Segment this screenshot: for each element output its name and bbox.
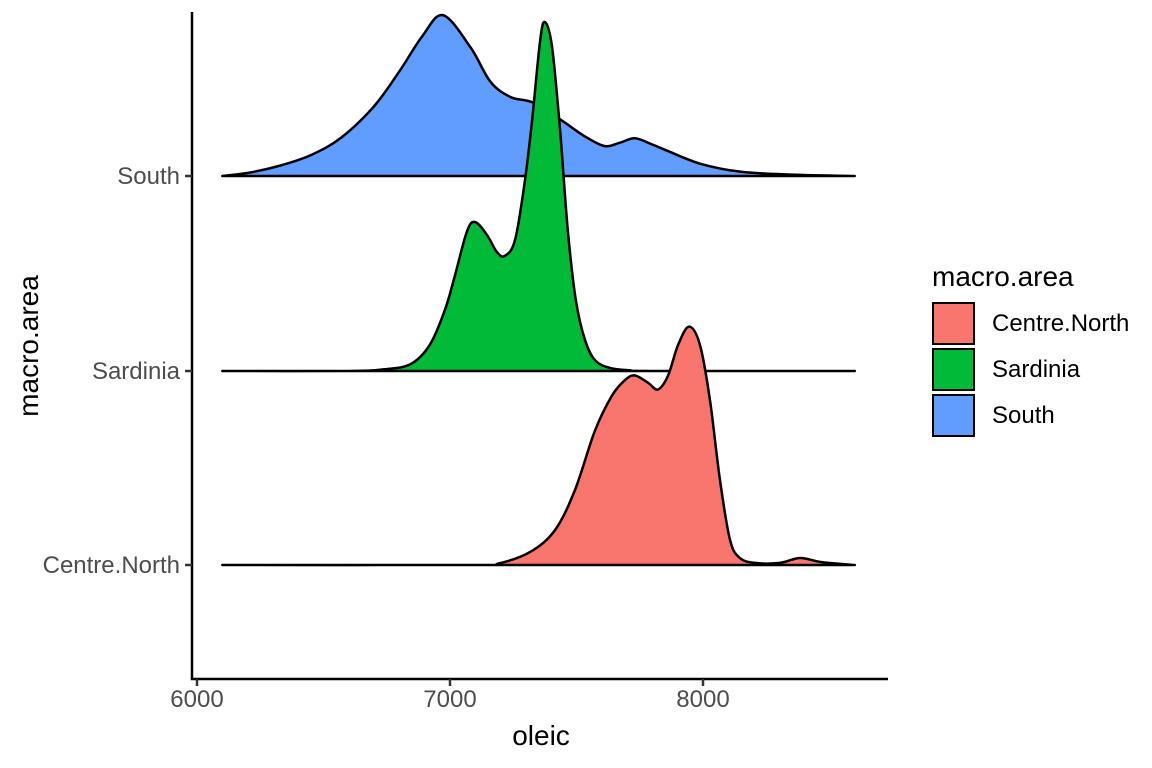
x-axis-title: oleic (512, 720, 570, 751)
legend-item-south: South (932, 394, 1129, 437)
ridge-sardinia (221, 20, 857, 373)
legend: macro.area Centre.North Sardinia South (932, 262, 1129, 440)
legend-key-swatch (932, 394, 975, 437)
y-tick-label: Centre.North (43, 552, 180, 579)
ridge-centre-north (221, 325, 857, 567)
legend-title: macro.area (932, 261, 1074, 292)
y-tick-label: Sardinia (92, 358, 181, 385)
y-axis-title: macro.area (13, 275, 44, 417)
ridge-south (221, 13, 857, 178)
y-tick-label: South (117, 163, 180, 190)
legend-label: South (992, 401, 1055, 429)
x-tick-label: 7000 (423, 686, 476, 713)
legend-item-sardinia: Sardinia (932, 348, 1129, 391)
legend-key-swatch (932, 302, 975, 345)
legend-label: Sardinia (992, 355, 1081, 383)
legend-item-centre-north: Centre.North (932, 302, 1129, 345)
legend-label: Centre.North (992, 309, 1130, 337)
x-tick-label: 8000 (676, 686, 729, 713)
legend-items: Centre.North Sardinia South (932, 302, 1129, 437)
x-tick-label: 6000 (170, 686, 223, 713)
legend-key-swatch (932, 348, 975, 391)
